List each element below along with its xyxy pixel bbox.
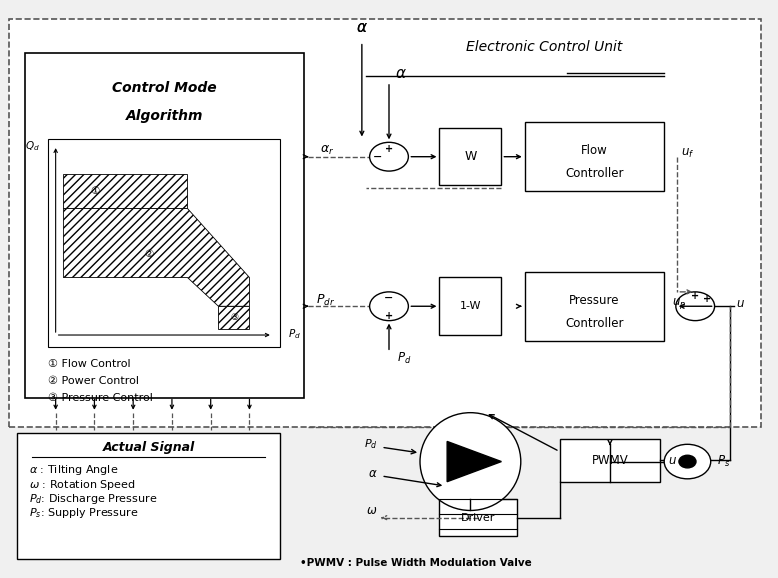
Text: ③ Pressure Control: ③ Pressure Control [48,393,152,403]
Text: ① Flow Control: ① Flow Control [48,359,131,369]
Text: ② Power Control: ② Power Control [48,376,139,386]
Text: $u$: $u$ [735,297,745,310]
Text: $Q_d$: $Q_d$ [26,139,40,153]
Text: Driver: Driver [461,513,496,523]
Text: $P_d$: $P_d$ [288,327,301,341]
Bar [48,139,280,347]
Bar [440,277,501,335]
Text: ①: ① [89,186,99,196]
Text: Actual Signal: Actual Signal [103,440,194,454]
Bar [9,18,761,427]
Text: $P_s$: $P_s$ [717,454,730,469]
Text: Pressure: Pressure [569,294,620,307]
Text: $\alpha$: $\alpha$ [368,466,377,480]
Text: $u_f$: $u_f$ [682,147,695,160]
Text: +: + [385,144,393,154]
Text: $\omega$ : Rotation Speed: $\omega$ : Rotation Speed [29,477,135,491]
Circle shape [676,292,715,321]
Circle shape [664,444,711,479]
Bar [524,122,664,191]
Text: $P_d$: $P_d$ [397,350,411,365]
Text: −: − [373,151,382,162]
Text: $P_d$: $P_d$ [363,438,377,451]
Text: 1-W: 1-W [460,301,481,312]
Text: $\alpha$: $\alpha$ [356,20,368,35]
Text: $P_s$: Supply Pressure: $P_s$: Supply Pressure [29,506,138,520]
Text: Algorithm: Algorithm [125,109,203,124]
Circle shape [370,142,408,171]
Text: ③: ③ [230,313,238,323]
Bar [440,499,517,536]
Polygon shape [219,306,250,329]
Polygon shape [63,209,250,306]
Text: $\alpha$ : Tilting Angle: $\alpha$ : Tilting Angle [29,463,118,477]
Text: $\alpha$: $\alpha$ [394,66,407,81]
Text: $P_d$: Discharge Pressure: $P_d$: Discharge Pressure [29,492,157,506]
Text: +: + [385,310,393,321]
Bar [524,272,664,341]
Text: $u_p$: $u_p$ [672,296,686,311]
Text: $\alpha$: $\alpha$ [356,20,368,35]
Circle shape [679,455,696,468]
Text: Electronic Control Unit: Electronic Control Unit [466,40,622,54]
Bar [17,433,280,560]
Bar [440,128,501,186]
Text: Control Mode: Control Mode [112,81,216,95]
Text: +: + [691,291,699,301]
Text: Flow: Flow [581,144,608,157]
Bar [559,439,661,481]
Bar [25,53,303,398]
Text: Controller: Controller [565,317,624,330]
Text: $\alpha_r$: $\alpha_r$ [321,144,335,157]
Polygon shape [63,174,187,209]
Text: •PWMV : Pulse Width Modulation Valve: •PWMV : Pulse Width Modulation Valve [300,558,531,568]
Text: $P_{dr}$: $P_{dr}$ [316,293,335,308]
Text: ②: ② [144,250,153,260]
Text: W: W [464,150,477,163]
Circle shape [370,292,408,321]
Text: PWMV: PWMV [591,454,629,466]
Polygon shape [447,442,501,481]
Text: $u$: $u$ [668,454,677,466]
Text: Controller: Controller [565,168,624,180]
Text: −: − [384,292,394,303]
Text: +: + [703,294,711,304]
Text: $\omega$: $\omega$ [366,504,377,517]
Ellipse shape [420,413,520,510]
